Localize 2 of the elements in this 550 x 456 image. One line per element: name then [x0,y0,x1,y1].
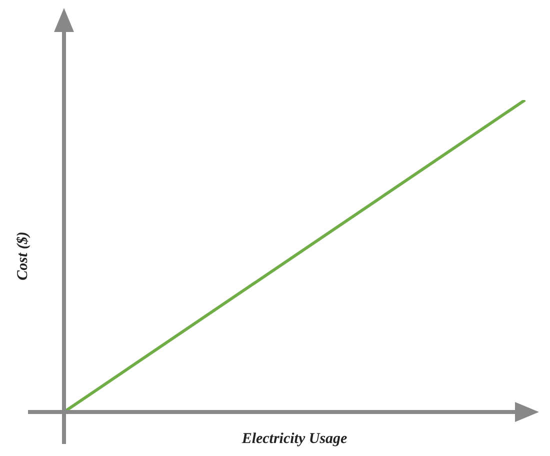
y-axis-title: Cost ($) [14,232,31,280]
x-axis-title: Electricity Usage [240,430,348,447]
